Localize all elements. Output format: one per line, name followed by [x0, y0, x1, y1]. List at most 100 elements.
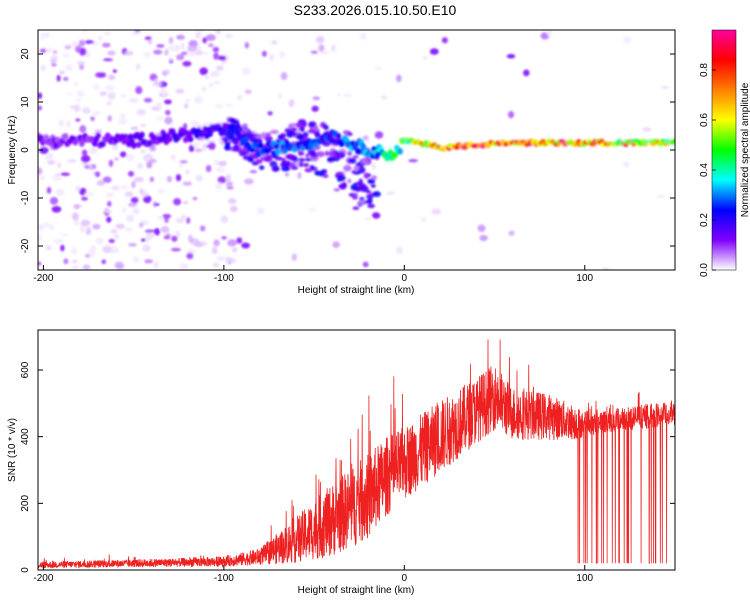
heatmap-noise-blob	[602, 267, 610, 270]
heatmap-noise-blob	[103, 31, 111, 36]
heatmap-noise-blob	[311, 105, 319, 112]
y-tick-label: 200	[20, 495, 31, 512]
snr-x-axis: -200 -100 0 100	[33, 565, 594, 584]
heatmap-ridge-blob	[166, 135, 173, 143]
colorbar: 0.0 0.2 0.4 0.6 0.8 Normalized spectral ampl…	[699, 29, 750, 277]
heatmap-noise-blob	[176, 34, 185, 40]
heatmap-noise-blob	[105, 101, 113, 106]
heatmap-noise-blob	[140, 148, 146, 154]
heatmap-noise-blob	[199, 67, 208, 76]
heatmap-noise-blob	[73, 104, 81, 113]
y-tick-label: 0	[20, 567, 31, 573]
heatmap-blob-group	[38, 30, 675, 270]
heatmap-noise-blob	[291, 253, 298, 262]
heatmap-ridge-blob	[374, 151, 381, 159]
heatmap-streak-blob	[347, 132, 353, 137]
heatmap-noise-blob	[186, 252, 194, 260]
heatmap-noise-blob	[441, 37, 448, 44]
heatmap-noise-blob	[85, 254, 90, 258]
heatmap-noise-blob	[507, 110, 515, 119]
heatmap-noise-blob	[163, 235, 170, 240]
heatmap-streak-blob	[298, 157, 305, 163]
heatmap-streak-blob	[352, 155, 359, 159]
heatmap-noise-blob	[128, 242, 137, 247]
heatmap-noise-blob	[132, 208, 140, 214]
heatmap-noise-blob	[174, 44, 180, 52]
heatmap-noise-blob	[104, 85, 115, 91]
y-tick-label: -10	[20, 190, 31, 205]
heatmap-noise-blob	[221, 236, 227, 240]
heatmap-noise-blob	[175, 88, 185, 94]
heatmap-streak-blob	[309, 165, 315, 170]
heatmap-noise-blob	[158, 81, 168, 88]
heatmap-noise-blob	[137, 162, 144, 170]
heatmap-noise-blob	[81, 196, 88, 201]
heatmap-noise-blob	[128, 97, 139, 104]
heatmap-streak-blob	[307, 129, 317, 134]
heatmap-noise-blob	[71, 212, 79, 221]
heatmap-noise-blob	[50, 58, 57, 64]
x-tick-label: -100	[214, 573, 234, 584]
heatmap-noise-blob	[101, 42, 111, 48]
heatmap-noise-blob	[380, 95, 388, 100]
heatmap-streak-blob	[297, 150, 305, 156]
heatmap-noise-blob	[63, 258, 69, 265]
heatmap-noise-blob	[66, 92, 73, 96]
heatmap-noise-blob	[94, 129, 103, 133]
heatmap-noise-blob	[81, 107, 91, 115]
snr-series-line	[38, 339, 675, 569]
heatmap-noise-blob	[168, 36, 174, 44]
heatmap-noise-blob	[75, 118, 81, 122]
heatmap-noise-blob	[103, 58, 113, 62]
heatmap-noise-blob	[144, 229, 155, 233]
heatmap-ridge-blob	[233, 138, 239, 145]
heatmap-noise-blob	[523, 69, 530, 77]
heatmap-noise-blob	[429, 48, 439, 55]
heatmap-noise-blob	[187, 45, 197, 52]
colorbar-gradient	[711, 29, 737, 271]
heatmap-noise-blob	[362, 135, 369, 141]
heatmap-noise-blob	[64, 45, 72, 50]
heatmap-noise-blob	[229, 205, 238, 213]
heatmap-noise-blob	[175, 174, 182, 182]
heatmap-noise-blob	[70, 247, 78, 255]
heatmap-noise-blob	[103, 209, 113, 214]
heatmap-noise-blob	[192, 196, 198, 201]
heatmap-noise-blob	[79, 187, 87, 196]
heatmap-noise-blob	[58, 119, 64, 128]
heatmap-noise-blob	[107, 91, 116, 100]
heatmap-noise-blob	[45, 245, 52, 251]
heatmap-noise-blob	[208, 142, 216, 150]
heatmap-noise-blob	[70, 105, 75, 109]
heatmap-noise-blob	[185, 169, 190, 175]
heatmap-noise-blob	[110, 185, 121, 191]
heatmap-streak-blob	[263, 155, 273, 163]
heatmap-ridge-blob	[275, 148, 282, 156]
x-tick-label: -200	[33, 273, 53, 284]
heatmap-streak-blob	[370, 183, 376, 188]
heatmap-noise-blob	[183, 123, 188, 130]
colorbar-tick-label: 0.0	[699, 263, 710, 277]
heatmap-streak-blob	[242, 155, 251, 160]
heatmap-noise-blob	[181, 214, 186, 220]
heatmap-noise-blob	[125, 214, 135, 223]
heatmap-noise-blob	[136, 109, 147, 116]
heatmap-noise-blob	[175, 230, 181, 238]
heatmap-noise-blob	[173, 198, 182, 206]
heatmap-noise-blob	[165, 69, 170, 76]
heatmap-noise-blob	[133, 176, 144, 183]
heatmap-noise-blob	[120, 184, 129, 190]
heatmap-streak-blob	[327, 151, 336, 157]
heatmap-noise-blob	[236, 237, 243, 244]
heatmap-noise-blob	[124, 227, 134, 232]
heatmap-noise-blob	[38, 224, 44, 231]
heatmap-noise-blob	[63, 76, 69, 81]
y-tick-label: 0	[20, 147, 31, 153]
heatmap-noise-blob	[84, 40, 95, 44]
heatmap-streak-blob	[353, 192, 359, 197]
heatmap-noise-blob	[641, 127, 652, 132]
heatmap-noise-blob	[261, 50, 267, 57]
heatmap-noise-blob	[194, 96, 204, 104]
heatmap-streak-blob	[347, 150, 353, 157]
heatmap-noise-blob	[213, 52, 219, 60]
